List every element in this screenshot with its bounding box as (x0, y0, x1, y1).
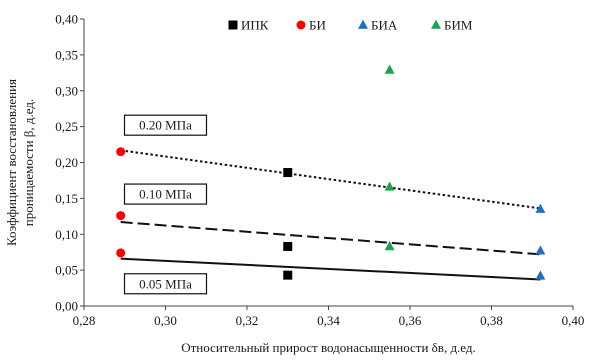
trendlines (120, 149, 541, 281)
trendline-label-box: 0.05 МПа (123, 273, 208, 295)
trendline-solid (120, 257, 541, 281)
y-tick-label: 0,10 (55, 227, 78, 242)
legend-item: БИА (358, 18, 398, 33)
y-tick-label: 0,15 (55, 191, 78, 206)
y-tick-label: 0,20 (55, 155, 78, 170)
x-tick-label: 0,32 (236, 313, 259, 328)
series-triangle (535, 203, 546, 280)
y-tick-label: 0,30 (55, 83, 78, 98)
y-tick-label: 0,00 (55, 299, 78, 314)
legend: ИПК БИ БИА БИМ (228, 18, 473, 33)
trendline-label: 0.05 МПа (139, 276, 192, 291)
y-axis-title-line: проницаемости β, д.ед. (21, 99, 36, 227)
y-tick-label: 0,40 (55, 12, 78, 27)
legend-marker (228, 20, 238, 30)
legend-item: БИМ (431, 18, 473, 33)
x-axis-title: Относительный прирост водонасыщенности δ… (181, 340, 476, 355)
x-tick-label: 0,30 (154, 313, 177, 328)
data-point (384, 181, 395, 191)
legend-marker (431, 19, 441, 29)
data-point (384, 64, 395, 74)
data-point (283, 168, 293, 178)
x-tick-label: 0,34 (317, 313, 340, 328)
data-point (384, 241, 395, 251)
trendline-label-box: 0.10 МПа (123, 183, 208, 205)
data-points (116, 64, 546, 280)
data-point (283, 270, 293, 280)
legend-item: БИ (296, 18, 326, 33)
data-point (283, 241, 293, 251)
series-circle (116, 147, 126, 258)
legend-label: БИМ (444, 18, 473, 33)
trendline-labels: 0.20 МПа 0.10 МПа 0.05 МПа (123, 114, 208, 295)
series-square (283, 168, 293, 280)
trendline-label: 0.20 МПа (139, 118, 192, 133)
legend-item: ИПК (228, 18, 269, 33)
trendline-dashed (120, 221, 541, 256)
data-point (116, 147, 126, 157)
x-tick-label: 0,40 (562, 313, 585, 328)
data-point (535, 270, 546, 280)
legend-label: ИПК (241, 18, 269, 33)
legend-label: БИА (371, 18, 398, 33)
legend-label: БИ (309, 18, 326, 33)
y-axis-title: Коэффициент восстановления проницаемости … (4, 79, 36, 246)
y-tick-label: 0,05 (55, 263, 78, 278)
x-tick-label: 0,28 (73, 313, 96, 328)
y-tick-label: 0,25 (55, 119, 78, 134)
trendline-dotted (120, 149, 541, 210)
legend-marker (296, 20, 306, 30)
x-tick-label: 0,38 (480, 313, 503, 328)
legend-marker (358, 19, 368, 29)
data-point (535, 245, 546, 255)
series-triangle (384, 64, 395, 251)
data-point (535, 203, 546, 213)
trendline-label-box: 0.20 МПа (123, 114, 208, 136)
x-tick-label: 0,36 (399, 313, 422, 328)
data-point (116, 248, 126, 258)
data-point (116, 211, 126, 221)
y-tick-label: 0,35 (55, 47, 78, 62)
axes: 0,00 0,05 0,10 0,15 0,20 0,25 0,30 0,35 0,40 0,28… (55, 12, 584, 329)
trendline-label: 0.10 МПа (139, 187, 192, 202)
y-axis-title-line: Коэффициент восстановления (4, 79, 19, 246)
